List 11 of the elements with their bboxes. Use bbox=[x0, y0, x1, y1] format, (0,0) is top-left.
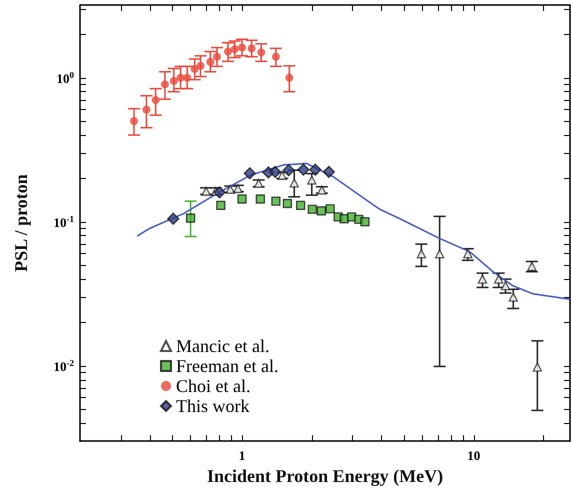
x-tick-label: 1 bbox=[238, 448, 246, 464]
x-tick-label: 10 bbox=[467, 448, 480, 464]
x-axis-title: Incident Proton Energy (MeV) bbox=[206, 466, 444, 486]
y-tick-label: 10$^{-1}$ bbox=[54, 214, 74, 230]
y-axis-title: PSL / proton bbox=[11, 174, 31, 272]
legend-label: Freeman et al. bbox=[176, 356, 278, 376]
y-tick-label: 10$^{0}$ bbox=[56, 70, 74, 86]
legend-label: This work bbox=[176, 396, 250, 416]
legend-label: Mancic et al. bbox=[176, 336, 270, 356]
legend-label: Choi et al. bbox=[176, 376, 250, 396]
y-tick-label: 10$^{-2}$ bbox=[54, 358, 74, 374]
